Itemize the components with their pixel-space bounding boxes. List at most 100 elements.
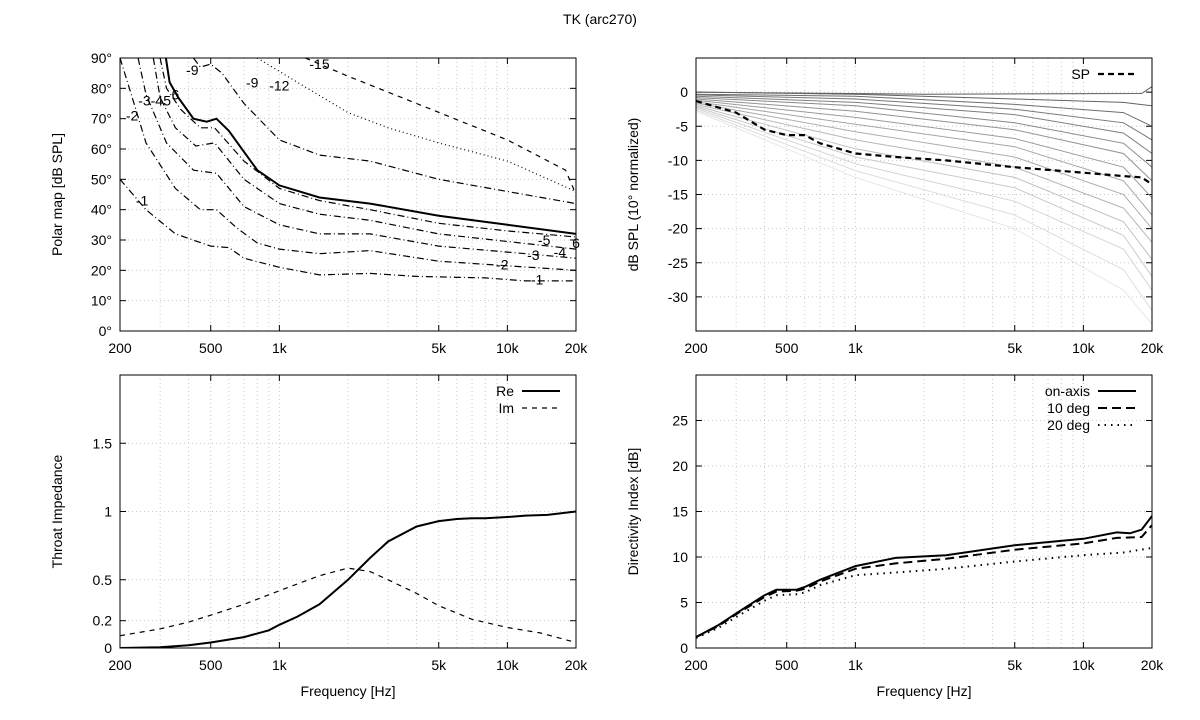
polar-ylabel: Polar map [dB SPL] <box>49 133 65 256</box>
polar-series-line <box>152 58 576 250</box>
polar-contour-label: -4 <box>151 92 164 108</box>
polar-xtick-label: 20k <box>565 340 589 356</box>
polar-xtick-label: 500 <box>199 340 223 356</box>
impedance-ytick-label: 1 <box>104 504 112 520</box>
spl-polar-curve <box>696 103 1152 243</box>
spl-polar-curve <box>696 98 1152 182</box>
directivity-frame <box>695 374 1153 649</box>
spl-ytick-label: -20 <box>668 221 688 237</box>
polar-ytick-label: 60° <box>91 141 112 157</box>
spl-ytick-label: -5 <box>676 118 689 134</box>
spl-ylabel: dB SPL (10° normalized) <box>625 118 641 272</box>
polar-contour-label: -3 <box>138 92 151 108</box>
polar-contour-label: -1 <box>531 271 544 287</box>
polar-panel: 200 500 1k 5k 10k 20k 0° 10° 20° 30° 40° 50° 60° 70° 8… <box>49 50 588 356</box>
directivity-ytick-label: 25 <box>672 413 688 429</box>
spl-ytick-label: -15 <box>668 187 688 203</box>
polar-ytick-label: 70° <box>91 111 112 127</box>
directivity-xtick-label: 20k <box>1141 657 1165 673</box>
polar-series-line <box>120 58 576 271</box>
spl-panel: 200 500 1k 5k 10k 20k 0 -5 -10 -15 -20 -25 -30 SP dB S… <box>625 57 1165 356</box>
directivity-series-line <box>696 524 1152 638</box>
impedance-ytick-label: 1.5 <box>93 435 113 451</box>
directivity-legend-label: 10 deg <box>1047 400 1090 416</box>
directivity-series-line <box>696 515 1152 638</box>
spl-polar-curve <box>696 95 1152 154</box>
polar-contour-label: -2 <box>496 256 509 272</box>
directivity-ytick-label: 5 <box>680 595 688 611</box>
directivity-xtick-label: 500 <box>775 657 799 673</box>
polar-ytick-label: 50° <box>91 171 112 187</box>
polar-contour-label: -9 <box>246 74 259 90</box>
impedance-data <box>120 510 576 648</box>
polar-xtick-label: 1k <box>272 340 288 356</box>
spl-xtick-label: 10k <box>1072 340 1096 356</box>
directivity-legend-label: on-axis <box>1045 383 1090 399</box>
impedance-xlabel: Frequency [Hz] <box>301 683 396 699</box>
impedance-xtick-label: 500 <box>199 657 223 673</box>
polar-xtick-label: 200 <box>108 340 132 356</box>
directivity-ytick-label: 15 <box>672 504 688 520</box>
polar-data <box>120 58 576 282</box>
polar-ytick-label: 40° <box>91 202 112 218</box>
polar-contour-label: -12 <box>269 77 289 93</box>
polar-series-line <box>120 178 576 282</box>
impedance-xtick-label: 5k <box>431 657 447 673</box>
spl-polar-curve <box>696 93 1152 127</box>
directivity-ylabel: Directivity Index [dB] <box>625 448 641 576</box>
spl-data <box>696 86 1152 325</box>
spl-frame <box>695 57 1153 332</box>
polar-series-line <box>193 58 576 205</box>
impedance-ytick-label: 0 <box>104 640 112 656</box>
spl-ytick-label: -10 <box>668 152 688 168</box>
impedance-series-line <box>120 567 576 644</box>
impedance-xtick-label: 1k <box>272 657 288 673</box>
spl-ytick-label: -25 <box>668 255 688 271</box>
polar-ytick-label: 0° <box>99 323 112 339</box>
directivity-ytick-label: 0 <box>680 640 688 656</box>
spl-ytick-label: 0 <box>680 84 688 100</box>
spl-polar-curve <box>696 99 1152 199</box>
polar-contour-label: 5 <box>163 92 171 108</box>
spl-polar-curve <box>696 106 1152 277</box>
spl-xtick-label: 500 <box>775 340 799 356</box>
polar-series-line <box>256 58 576 210</box>
impedance-xtick-label: 20k <box>565 657 589 673</box>
directivity-xtick-label: 200 <box>684 657 708 673</box>
impedance-frame <box>119 374 577 649</box>
polar-ytick-label: 20° <box>91 262 112 278</box>
spl-polar-curve <box>696 109 1152 311</box>
impedance-ytick-label: 0.2 <box>93 613 113 629</box>
polar-frame <box>119 57 577 332</box>
impedance-xtick-label: 10k <box>496 657 520 673</box>
directivity-data <box>696 515 1152 639</box>
directivity-xtick-label: 5k <box>1007 657 1023 673</box>
polar-ytick-label: 80° <box>91 80 112 96</box>
impedance-series-line <box>120 510 576 648</box>
spl-xtick-label: 20k <box>1141 340 1165 356</box>
spl-polar-curve <box>696 101 1152 216</box>
spl-sp-line <box>696 99 1152 186</box>
polar-contour-label: -2 <box>126 108 139 124</box>
spl-polar-curve <box>696 91 1152 107</box>
polar-series-line <box>159 58 576 238</box>
polar-contour-label: -15 <box>309 56 329 72</box>
spl-legend-label: SP <box>1071 66 1090 82</box>
impedance-legend-label: Im <box>498 400 514 416</box>
directivity-xtick-label: 1k <box>848 657 864 673</box>
impedance-legend-label: Re <box>496 383 514 399</box>
polar-contour-label: -5 <box>538 232 551 248</box>
spl-xtick-label: 200 <box>684 340 708 356</box>
polar-xtick-label: 10k <box>496 340 520 356</box>
directivity-xlabel: Frequency [Hz] <box>877 683 972 699</box>
impedance-xtick-label: 200 <box>108 657 132 673</box>
impedance-ylabel: Throat Impedance <box>49 454 65 568</box>
directivity-ytick-label: 10 <box>672 549 688 565</box>
polar-contour-label: -1 <box>136 193 149 209</box>
directivity-xtick-label: 10k <box>1072 657 1096 673</box>
impedance-ytick-label: 0.5 <box>93 572 113 588</box>
